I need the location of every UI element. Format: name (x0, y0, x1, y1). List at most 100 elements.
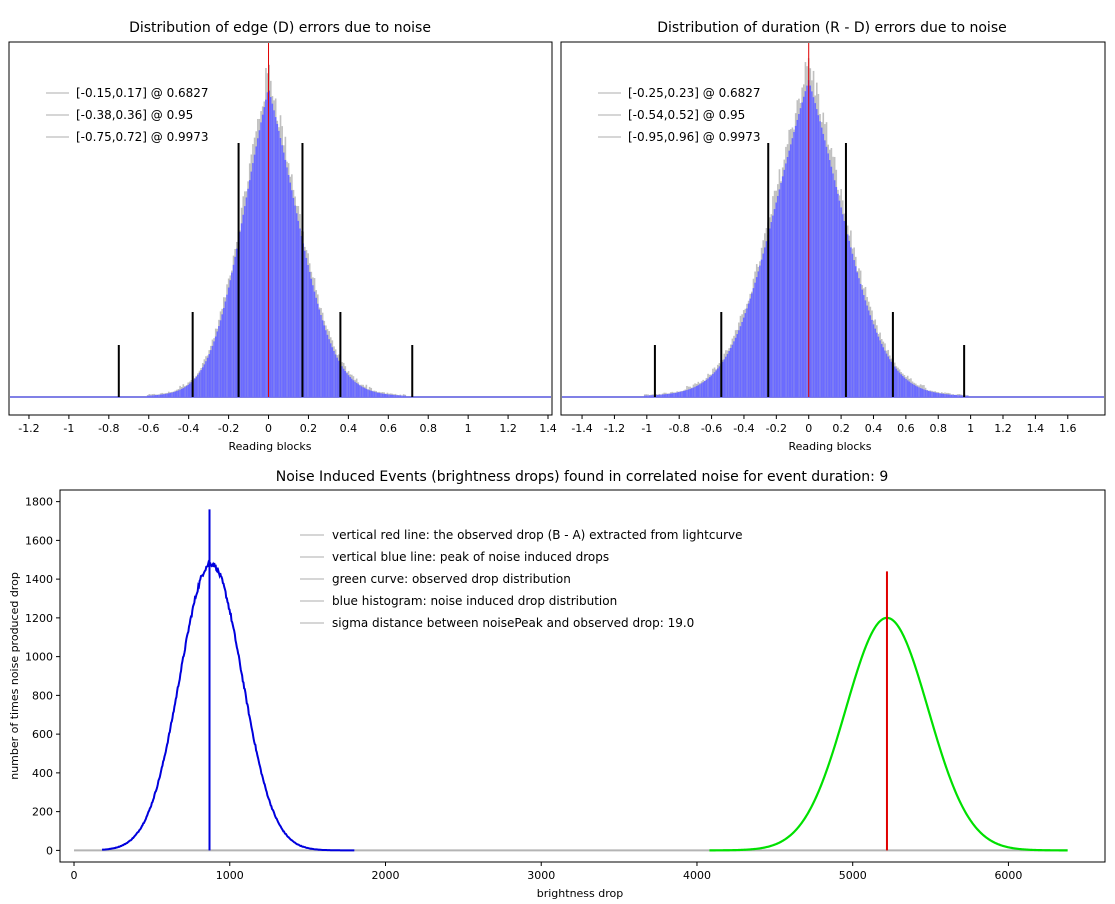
histogram-bar (177, 390, 180, 397)
histogram-bar (708, 377, 711, 397)
histogram-bar (947, 394, 950, 397)
histogram-bar (716, 368, 719, 397)
histogram-bar (150, 395, 152, 397)
noise-events-chart: Noise Induced Events (brightness drops) … (8, 469, 1106, 900)
histogram-bar (924, 389, 927, 397)
histogram-bar (210, 350, 212, 397)
x-tick-label: 4000 (683, 869, 711, 882)
legend-entry: sigma distance between noisePeak and obs… (332, 616, 694, 630)
histogram-bar (223, 308, 225, 397)
histogram-bar (334, 354, 337, 397)
histogram-bar (208, 354, 211, 397)
histogram-bar (163, 394, 165, 397)
histogram-bar (689, 388, 692, 397)
y-tick-label: 1400 (25, 573, 53, 586)
histogram-bar (355, 383, 358, 397)
y-tick-label: 1800 (25, 496, 53, 509)
histogram-bar (957, 395, 959, 397)
histogram-bar (809, 85, 812, 397)
histogram-bar (853, 260, 855, 397)
histogram-bar (248, 180, 251, 397)
x-tick-label: 0 (805, 422, 812, 435)
histogram-bar (261, 114, 264, 397)
x-tick-label: 1.4 (539, 422, 557, 435)
histogram-bar (692, 387, 695, 397)
histogram-bar (216, 331, 219, 397)
histogram-bar (950, 394, 953, 397)
histogram-bar (179, 389, 181, 397)
histogram-bar (385, 394, 387, 397)
histogram-bar (354, 381, 356, 397)
histogram-bar (295, 213, 298, 397)
y-tick-label: 400 (32, 767, 53, 780)
histogram-bar (864, 300, 867, 397)
histogram-bar (197, 374, 199, 397)
y-tick-label: 800 (32, 689, 53, 702)
histogram-bar (825, 146, 828, 397)
histogram-bar (741, 321, 743, 397)
histogram-bar (326, 334, 329, 397)
histogram-bar (260, 122, 262, 397)
histogram-bar (952, 394, 954, 397)
histogram-bar (949, 394, 951, 397)
histogram-bar (679, 391, 682, 397)
histogram-bar (705, 379, 708, 397)
histogram-bar (310, 278, 313, 397)
histogram-bar (214, 336, 217, 397)
histogram-bar (287, 174, 290, 397)
histogram-bar (333, 350, 335, 397)
histogram-bar (827, 153, 829, 397)
histogram-bar (266, 92, 269, 398)
noise-events-y-axis-label: number of times noise produced drop (8, 572, 21, 780)
histogram-bar (265, 99, 267, 397)
histogram-bar (895, 368, 898, 397)
histogram-bar (247, 188, 249, 397)
histogram-bar (921, 388, 924, 397)
histogram-bar (661, 394, 664, 397)
histogram-bar (840, 207, 842, 397)
histogram-bar (846, 234, 849, 397)
legend-entry: vertical blue line: peak of noise induce… (332, 550, 609, 564)
legend-entry: [-0.54,0.52] @ 0.95 (628, 108, 745, 122)
histogram-bar (781, 176, 784, 397)
histogram-bar (184, 387, 186, 397)
histogram-bar (357, 384, 360, 397)
histogram-bar (734, 337, 737, 397)
histogram-bar (841, 214, 844, 397)
histogram-bar (754, 282, 756, 397)
histogram-bar (867, 310, 870, 397)
histogram-bar (372, 391, 374, 397)
histogram-bar (699, 384, 701, 397)
histogram-bar (352, 380, 355, 397)
x-tick-label: 2000 (371, 869, 399, 882)
noise-events-x-axis-label: brightness drop (537, 887, 624, 900)
histogram-bar (851, 253, 854, 397)
histogram-bar (958, 395, 961, 397)
histogram-bar (363, 388, 366, 397)
histogram-bar (402, 395, 405, 397)
duration-error-plot-area: [-0.25,0.23] @ 0.6827 [-0.54,0.52] @ 0.95… (562, 43, 1104, 435)
histogram-bar (905, 378, 907, 397)
histogram-bar (902, 376, 904, 397)
legend-entry: [-0.15,0.17] @ 0.6827 (76, 86, 209, 100)
histogram-bar (205, 361, 207, 397)
histogram-bar (934, 392, 937, 397)
histogram-bar (360, 386, 363, 397)
histogram-bar (794, 125, 797, 398)
x-tick-label: -1.2 (18, 422, 39, 435)
legend-entry: green curve: observed drop distribution (332, 572, 571, 586)
x-tick-label: 0.4 (340, 422, 358, 435)
histogram-bar (643, 395, 646, 397)
histogram-bar (219, 320, 222, 397)
histogram-bar (370, 390, 373, 397)
histogram-bar (669, 393, 672, 397)
x-tick-label: -1 (641, 422, 652, 435)
histogram-bar (164, 393, 167, 397)
histogram-bar (381, 393, 384, 397)
histogram-bar (375, 392, 377, 397)
histogram-bar (910, 382, 912, 397)
histogram-bar (885, 353, 888, 397)
histogram-bar (811, 91, 813, 397)
histogram-bar (388, 394, 390, 397)
